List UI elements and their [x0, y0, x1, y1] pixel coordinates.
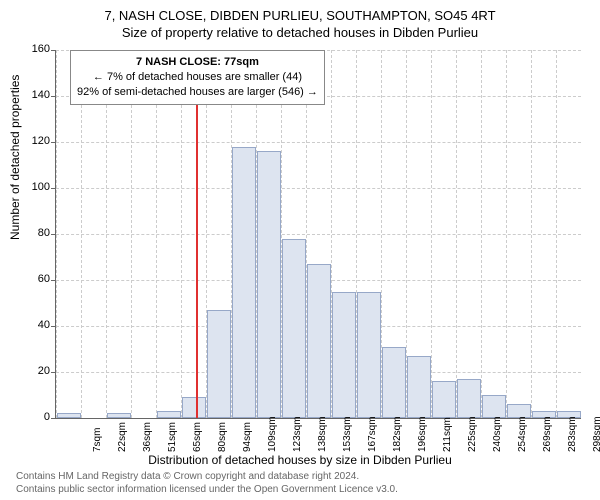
x-tick-label: 7sqm: [92, 428, 103, 452]
footer-line-1: Contains HM Land Registry data © Crown c…: [16, 471, 398, 484]
x-tick-label: 211sqm: [442, 417, 453, 452]
histogram-bar: [382, 347, 406, 418]
gridline-v: [506, 50, 507, 418]
x-axis-label: Distribution of detached houses by size …: [0, 453, 600, 467]
x-tick-label: 254sqm: [517, 416, 528, 452]
x-tick-label: 196sqm: [417, 416, 428, 452]
histogram-bar: [157, 411, 181, 418]
title-line-1: 7, NASH CLOSE, DIBDEN PURLIEU, SOUTHAMPT…: [0, 8, 600, 23]
gridline-v: [81, 50, 82, 418]
histogram-bar: [482, 395, 506, 418]
x-tick-label: 51sqm: [167, 422, 178, 452]
y-tick-mark: [51, 372, 55, 373]
y-tick-label: 60: [20, 273, 50, 285]
x-tick-label: 36sqm: [142, 422, 153, 452]
annotation-line-3: 92% of semi-detached houses are larger (…: [77, 85, 318, 100]
x-tick-label: 109sqm: [267, 416, 278, 452]
histogram-bar: [257, 151, 281, 418]
x-tick-label: 138sqm: [317, 416, 328, 452]
x-tick-label: 153sqm: [342, 416, 353, 452]
x-tick-label: 94sqm: [242, 422, 253, 452]
gridline-v: [181, 50, 182, 418]
chart-area: [55, 50, 581, 419]
gridline-v: [431, 50, 432, 418]
histogram-bar: [182, 397, 206, 418]
histogram-bar: [332, 292, 356, 419]
y-tick-label: 80: [20, 227, 50, 239]
annotation-line-1: 7 NASH CLOSE: 77sqm: [77, 55, 318, 70]
histogram-bar: [407, 356, 431, 418]
y-tick-label: 20: [20, 365, 50, 377]
gridline-v: [456, 50, 457, 418]
x-tick-label: 298sqm: [592, 416, 600, 452]
y-tick-mark: [51, 96, 55, 97]
x-tick-label: 123sqm: [292, 416, 303, 452]
x-tick-label: 167sqm: [367, 416, 378, 452]
reference-line: [196, 50, 198, 418]
x-tick-label: 80sqm: [217, 422, 228, 452]
gridline-v: [556, 50, 557, 418]
histogram-bar: [307, 264, 331, 418]
x-tick-label: 225sqm: [467, 416, 478, 452]
y-tick-mark: [51, 280, 55, 281]
x-tick-label: 22sqm: [117, 422, 128, 452]
histogram-bar: [207, 310, 231, 418]
histogram-bar: [107, 413, 131, 418]
footer-line-2: Contains public sector information licen…: [16, 484, 398, 497]
y-tick-mark: [51, 142, 55, 143]
y-tick-label: 40: [20, 319, 50, 331]
y-tick-label: 0: [20, 411, 50, 423]
histogram-bar: [432, 381, 456, 418]
histogram-bar: [357, 292, 381, 419]
x-tick-label: 182sqm: [392, 416, 403, 452]
y-tick-mark: [51, 234, 55, 235]
x-tick-label: 240sqm: [492, 416, 503, 452]
y-tick-mark: [51, 188, 55, 189]
gridline-v: [156, 50, 157, 418]
annotation-line-2: ← 7% of detached houses are smaller (44): [77, 70, 318, 85]
y-tick-label: 160: [20, 43, 50, 55]
y-tick-mark: [51, 326, 55, 327]
x-tick-label: 283sqm: [567, 416, 578, 452]
histogram-bar: [232, 147, 256, 418]
gridline-v: [106, 50, 107, 418]
y-tick-mark: [51, 418, 55, 419]
gridline-h: [56, 188, 581, 189]
gridline-h: [56, 142, 581, 143]
footer-text: Contains HM Land Registry data © Crown c…: [16, 471, 398, 496]
gridline-v: [481, 50, 482, 418]
histogram-bar: [457, 379, 481, 418]
annotation-box: 7 NASH CLOSE: 77sqm← 7% of detached hous…: [70, 50, 325, 105]
histogram-bar: [57, 413, 81, 418]
x-tick-label: 269sqm: [542, 416, 553, 452]
gridline-v: [131, 50, 132, 418]
title-line-2: Size of property relative to detached ho…: [0, 25, 600, 40]
y-tick-mark: [51, 50, 55, 51]
y-tick-label: 120: [20, 135, 50, 147]
x-tick-label: 65sqm: [192, 422, 203, 452]
histogram-bar: [282, 239, 306, 418]
gridline-h: [56, 234, 581, 235]
y-tick-label: 100: [20, 181, 50, 193]
y-tick-label: 140: [20, 89, 50, 101]
gridline-v: [56, 50, 57, 418]
gridline-v: [531, 50, 532, 418]
